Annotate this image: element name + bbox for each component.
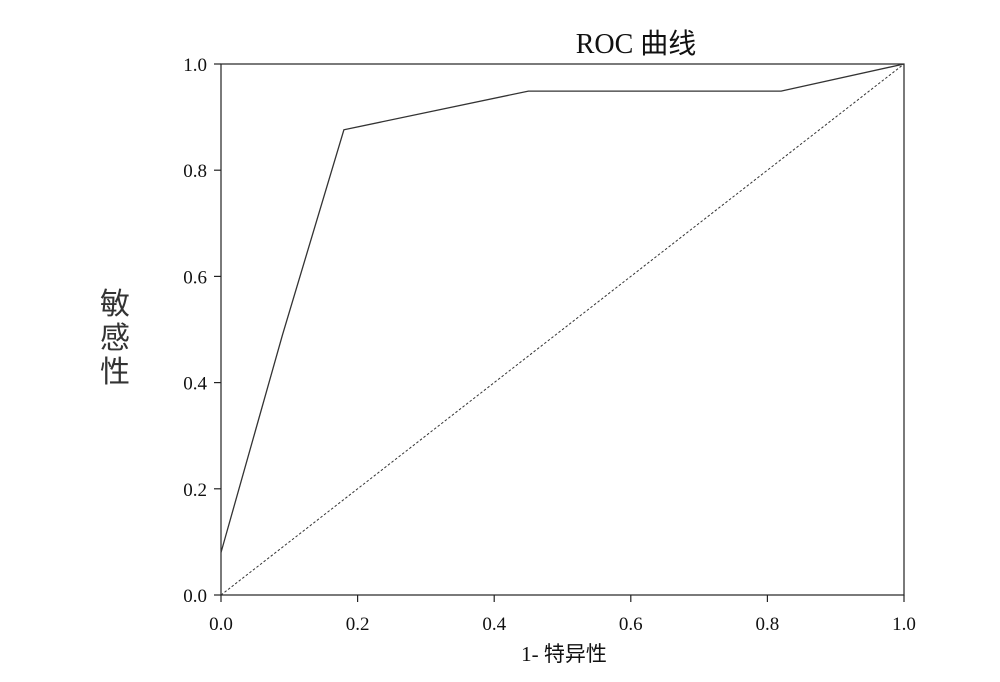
y-axis-label: 敏感性: [100, 287, 130, 390]
x-axis-label: 1- 特异性: [521, 642, 607, 666]
x-tick-label: 1.0: [892, 614, 916, 635]
x-tick-label: 0.4: [482, 614, 506, 635]
x-tick-label: 0.0: [209, 614, 233, 635]
x-tick-label: 0.2: [346, 614, 370, 635]
chart-title: ROC 曲线: [576, 28, 697, 60]
y-tick-label: 0.8: [183, 161, 207, 182]
y-axis-label-char: 性: [100, 355, 130, 390]
y-tick-label: 0.4: [183, 374, 207, 395]
series-layer: [220, 63, 905, 596]
y-tick-label: 1.0: [183, 55, 207, 76]
y-tick-label: 0.6: [183, 267, 207, 288]
y-axis-ticks: 0.0 0.2 0.4 0.6 0.8 1.0: [183, 55, 221, 607]
reference-diagonal-line: [220, 63, 905, 596]
y-tick-label: 0.2: [183, 480, 207, 501]
x-tick-label: 0.8: [756, 614, 780, 635]
roc-curve-line: [220, 63, 905, 553]
y-tick-label: 0.0: [183, 586, 207, 607]
plot-frame: [220, 63, 905, 596]
y-axis-label-char: 敏: [100, 287, 130, 322]
x-tick-label: 0.6: [619, 614, 643, 635]
x-axis-ticks: 0.0 0.2 0.4 0.6 0.8 1.0: [209, 595, 916, 635]
y-axis-label-char: 感: [100, 321, 130, 356]
